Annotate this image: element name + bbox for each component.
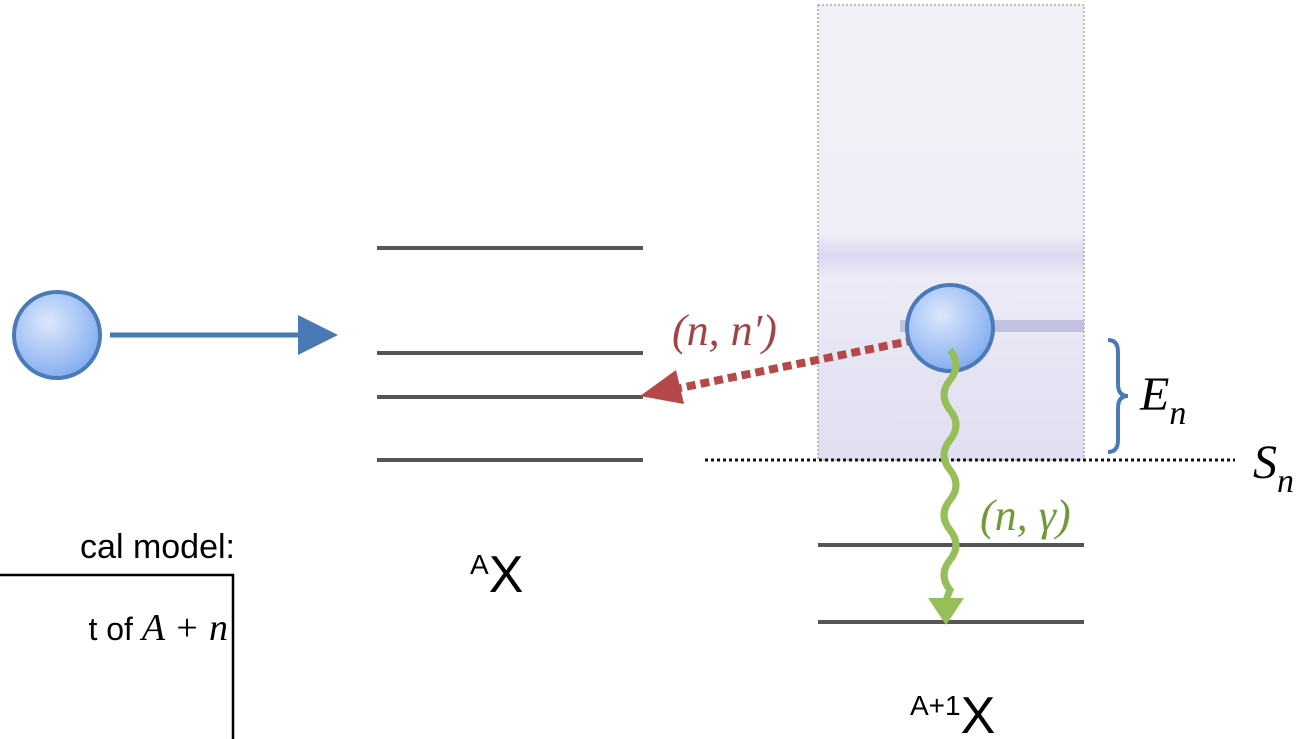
energy-label: En: [1139, 368, 1186, 432]
model-heading: cal model:: [80, 528, 235, 566]
diagram: (n, n′) (n, γ) En Sn AX A+1X cal model: …: [0, 0, 1312, 739]
arrowhead: [640, 370, 684, 404]
neutron: [14, 292, 100, 378]
model-box: [0, 575, 233, 739]
neutron: [907, 285, 993, 371]
inelastic-label: (n, n′): [672, 306, 777, 355]
model-line: t of A + n: [88, 607, 228, 649]
separation-label: Sn: [1253, 436, 1294, 500]
nucleus-a1: A+1X: [910, 687, 995, 739]
capture-label: (n, γ): [980, 491, 1071, 540]
nucleus-a: AX: [470, 546, 523, 604]
brace: [1108, 340, 1128, 452]
continuum-box: [818, 5, 1084, 460]
levels-a: [377, 248, 643, 460]
